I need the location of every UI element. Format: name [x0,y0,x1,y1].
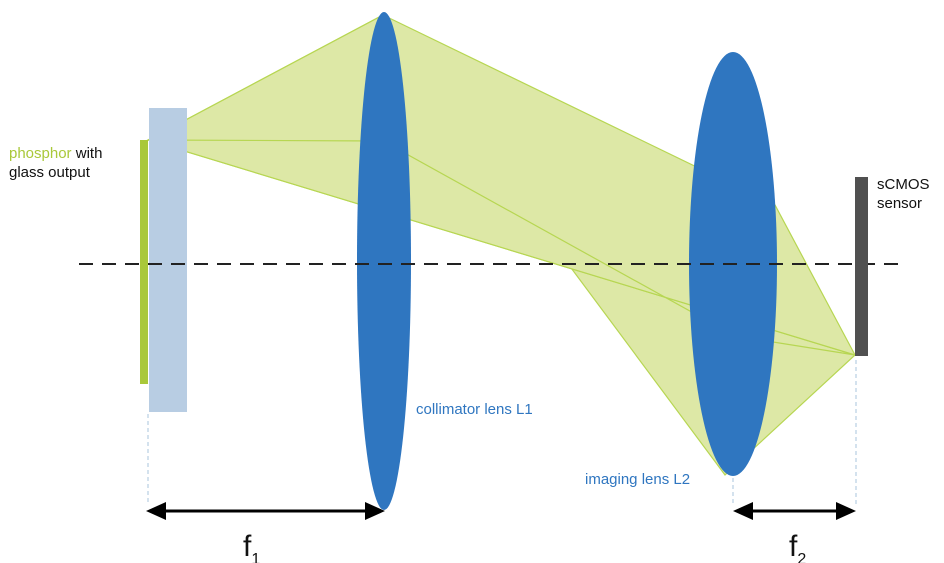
f2-base: f [789,530,798,563]
f2-label: f2 [789,530,806,563]
phosphor-with: with [72,145,103,162]
phosphor-layer [140,140,148,384]
focal-length-arrow-f1 [146,502,385,520]
glass-output-plate [149,108,187,412]
sensor-label-line2: sensor [877,195,922,212]
f1-subscript: 1 [251,551,260,563]
f1-label: f1 [243,530,260,563]
scmos-sensor [855,177,868,356]
phosphor-word: phosphor [9,145,72,162]
phosphor-label: phosphor with [9,145,102,162]
f2-subscript: 2 [797,551,806,563]
focal-length-arrow-f2 [733,502,856,520]
collimator-lens-label: collimator lens L1 [416,401,533,418]
sensor-label-line1: sCMOS [877,176,930,193]
glass-output-label: glass output [9,164,91,181]
f1-base: f [243,530,252,563]
chief-ray [147,139,856,356]
collimator-lens-l1 [357,12,411,510]
imaging-lens-label: imaging lens L2 [585,471,690,488]
